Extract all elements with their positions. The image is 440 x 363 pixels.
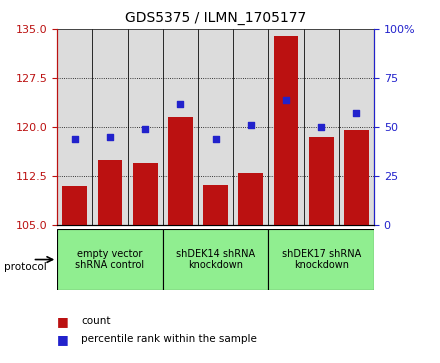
- Bar: [344, 130, 369, 225]
- Point: [71, 136, 78, 142]
- Point: [106, 134, 114, 140]
- Bar: [268, 29, 304, 225]
- Bar: [233, 29, 268, 225]
- Text: protocol: protocol: [4, 262, 47, 272]
- Text: empty vector
shRNA control: empty vector shRNA control: [75, 249, 145, 270]
- Text: count: count: [81, 316, 111, 326]
- Bar: [128, 29, 163, 225]
- Bar: [168, 117, 193, 225]
- Point: [177, 101, 184, 106]
- Bar: [57, 229, 163, 290]
- Text: percentile rank within the sample: percentile rank within the sample: [81, 334, 257, 344]
- Point: [212, 136, 219, 142]
- Bar: [304, 29, 339, 225]
- Bar: [203, 184, 228, 225]
- Bar: [133, 163, 158, 225]
- Text: ■: ■: [57, 333, 69, 346]
- Bar: [163, 29, 198, 225]
- Title: GDS5375 / ILMN_1705177: GDS5375 / ILMN_1705177: [125, 11, 306, 25]
- Bar: [198, 29, 233, 225]
- Point: [282, 97, 290, 102]
- Text: ■: ■: [57, 315, 69, 328]
- Point: [247, 122, 254, 128]
- Bar: [98, 160, 122, 225]
- Bar: [274, 36, 298, 225]
- Bar: [309, 137, 334, 225]
- Point: [353, 110, 360, 116]
- Bar: [238, 173, 263, 225]
- Bar: [339, 29, 374, 225]
- Bar: [268, 229, 374, 290]
- Text: shDEK17 shRNA
knockdown: shDEK17 shRNA knockdown: [282, 249, 361, 270]
- Bar: [62, 186, 87, 225]
- Bar: [57, 29, 92, 225]
- Text: shDEK14 shRNA
knockdown: shDEK14 shRNA knockdown: [176, 249, 255, 270]
- Point: [318, 124, 325, 130]
- Bar: [163, 229, 268, 290]
- Bar: [92, 29, 128, 225]
- Point: [142, 126, 149, 132]
